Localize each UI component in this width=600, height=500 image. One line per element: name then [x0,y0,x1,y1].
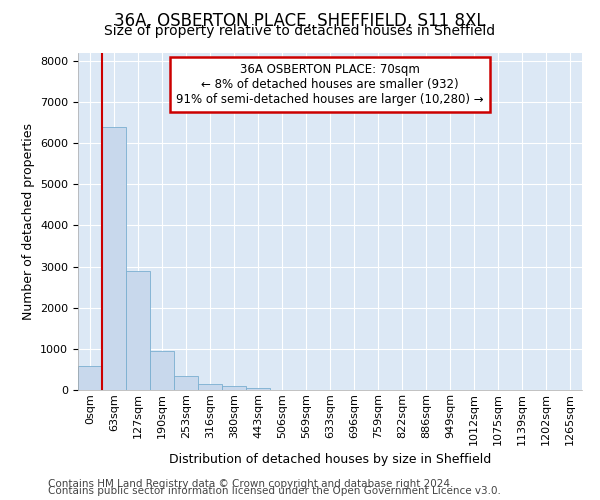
Text: Contains public sector information licensed under the Open Government Licence v3: Contains public sector information licen… [48,486,501,496]
Bar [198,384,222,390]
Bar [150,351,174,390]
Y-axis label: Number of detached properties: Number of detached properties [22,122,35,320]
Bar [174,376,198,390]
Text: 36A, OSBERTON PLACE, SHEFFIELD, S11 8XL: 36A, OSBERTON PLACE, SHEFFIELD, S11 8XL [114,12,486,30]
Text: 36A OSBERTON PLACE: 70sqm
← 8% of detached houses are smaller (932)
91% of semi-: 36A OSBERTON PLACE: 70sqm ← 8% of detach… [176,62,484,106]
Text: Contains HM Land Registry data © Crown copyright and database right 2024.: Contains HM Land Registry data © Crown c… [48,479,454,489]
X-axis label: Distribution of detached houses by size in Sheffield: Distribution of detached houses by size … [169,453,491,466]
Bar [126,270,150,390]
Bar [78,366,102,390]
Text: Size of property relative to detached houses in Sheffield: Size of property relative to detached ho… [104,24,496,38]
Bar [246,388,270,390]
Bar [102,126,126,390]
Bar [222,386,246,390]
